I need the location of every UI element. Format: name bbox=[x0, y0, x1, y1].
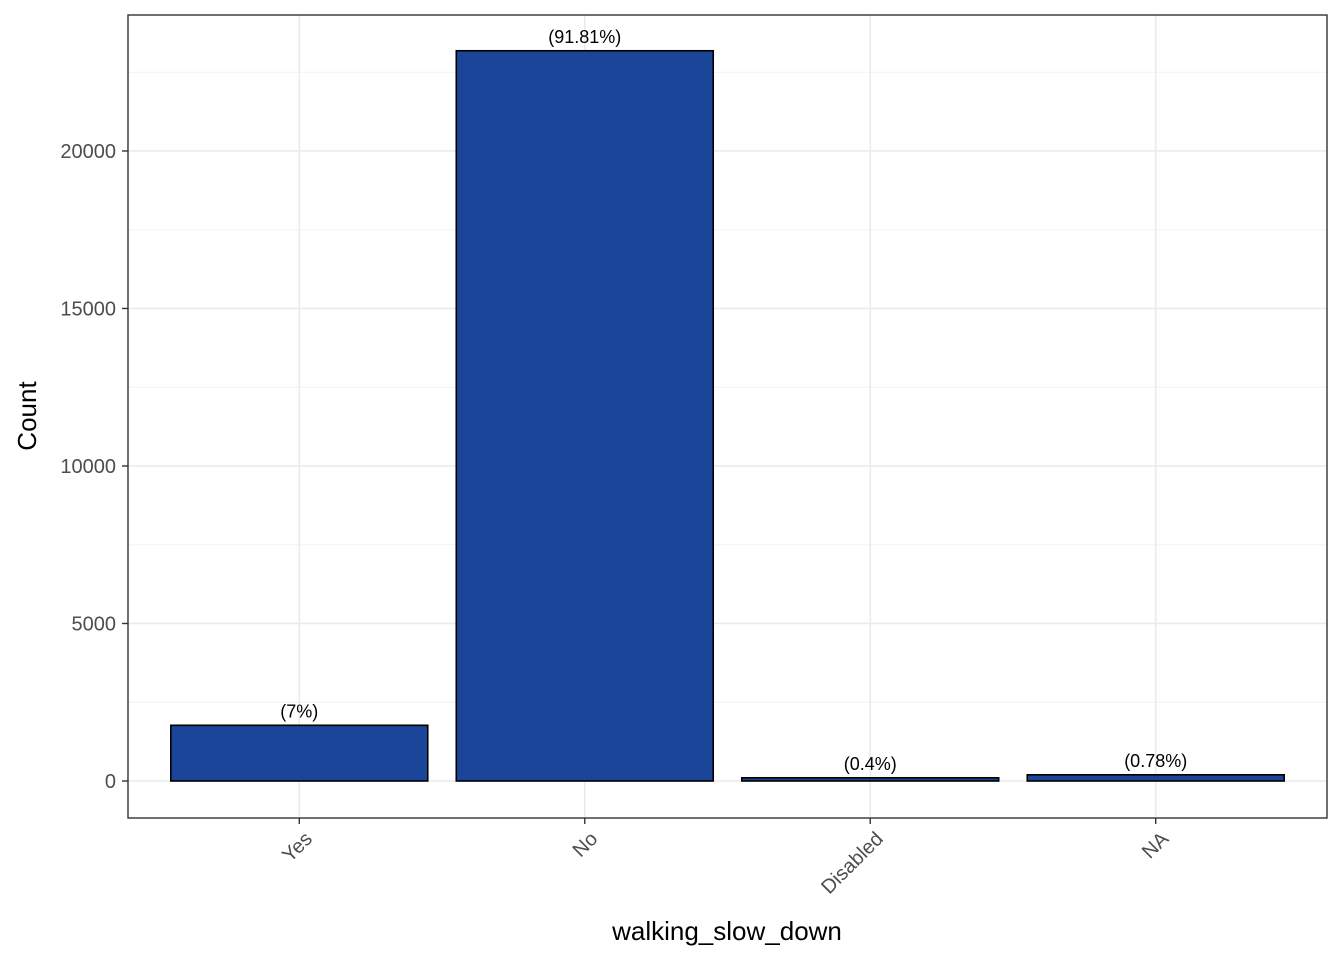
y-tick-label: 20000 bbox=[60, 141, 116, 163]
x-axis-title: walking_slow_down bbox=[611, 916, 842, 946]
y-tick-label: 5000 bbox=[72, 613, 117, 635]
bar-annotation: (0.4%) bbox=[844, 754, 897, 774]
y-axis-title: Count bbox=[12, 381, 42, 451]
y-tick-label: 15000 bbox=[60, 298, 116, 320]
bar bbox=[740, 777, 1000, 782]
bar bbox=[1026, 773, 1285, 782]
plot-border bbox=[127, 14, 1328, 819]
bar-annotation: (0.78%) bbox=[1124, 751, 1187, 771]
y-tick-label: 10000 bbox=[60, 456, 116, 478]
y-tick-label: 0 bbox=[105, 771, 116, 793]
bar-annotation: (91.81%) bbox=[548, 27, 621, 47]
bar bbox=[455, 49, 715, 782]
bar-annotation: (7%) bbox=[280, 701, 318, 721]
bar bbox=[170, 724, 429, 782]
